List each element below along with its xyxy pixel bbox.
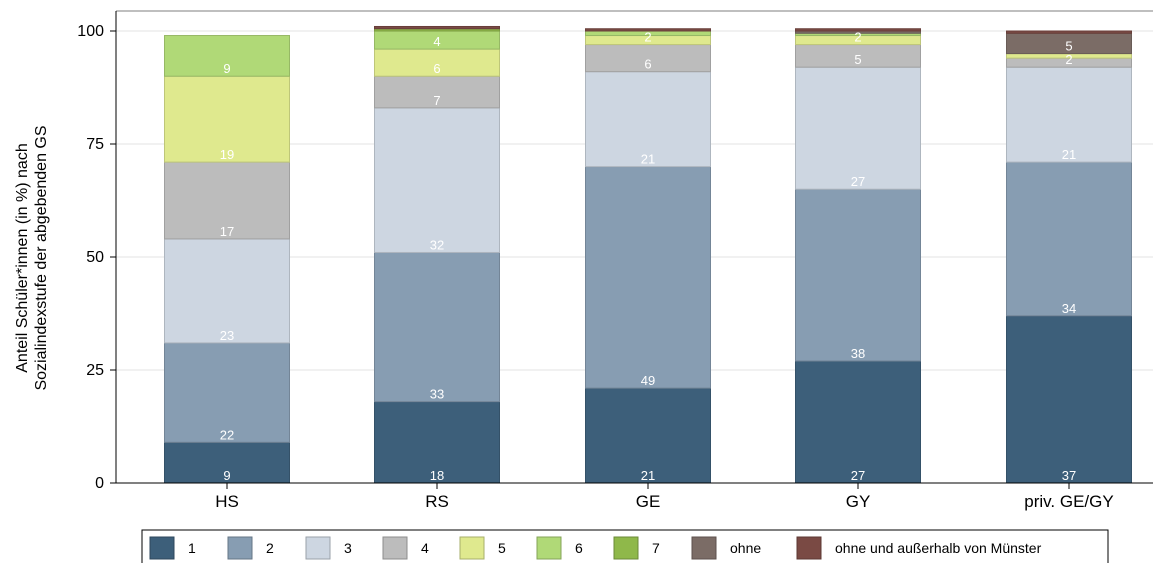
bar-segment	[795, 66, 921, 190]
legend-swatch	[536, 536, 562, 560]
y-tick-label: 50	[86, 249, 104, 266]
data-label: 6	[644, 57, 651, 72]
x-tick-label: RS	[425, 492, 449, 511]
y-axis-label-line-2: Sozialindexstufe der abgebenden GS	[33, 125, 50, 390]
bar-segment	[585, 28, 711, 32]
bar-segment	[164, 342, 290, 443]
data-label: 34	[1062, 301, 1076, 316]
data-label: 38	[851, 346, 865, 361]
x-tick-label: HS	[215, 492, 239, 511]
data-label: 27	[851, 174, 865, 189]
legend: 1 2 3 4 5 6 7 ohne ohne und außerhalb von Münste…	[141, 529, 1109, 563]
data-label: 17	[220, 224, 234, 239]
legend-swatch	[149, 536, 175, 560]
bar-segment	[585, 166, 711, 389]
data-label: 22	[220, 427, 234, 442]
bar-segment	[374, 25, 500, 30]
data-label: 6	[433, 61, 440, 76]
y-axis-label-line-1: Anteil Schüler*innen (in %) nach	[14, 143, 31, 372]
x-tick-label: GE	[636, 492, 661, 511]
legend-label: 3	[344, 540, 352, 556]
data-label: 21	[641, 468, 655, 483]
bar-segment	[1006, 66, 1132, 163]
legend-swatch	[613, 536, 639, 560]
legend-swatch	[691, 536, 717, 560]
bar-segment	[585, 387, 711, 484]
bar-segment	[795, 28, 921, 32]
bar-segment	[1006, 315, 1132, 484]
legend-label: ohne	[730, 540, 761, 556]
x-tick-label: GY	[846, 492, 871, 511]
legend-label: 2	[266, 540, 274, 556]
bar-segment	[374, 75, 500, 109]
legend-swatch	[227, 536, 253, 560]
data-label: 49	[641, 373, 655, 388]
legend-swatch	[796, 536, 822, 560]
bar-segment	[795, 360, 921, 484]
bar-segment	[585, 71, 711, 168]
data-label: 2	[1065, 52, 1072, 67]
bars-layer	[164, 25, 1132, 484]
bar-segment	[1006, 30, 1132, 34]
data-label: 27	[851, 468, 865, 483]
data-label: 5	[1065, 39, 1072, 54]
data-label: 5	[854, 52, 861, 67]
legend-label: ohne und außerhalb von Münster	[835, 540, 1042, 556]
y-tick-label: 0	[95, 475, 104, 492]
data-label: 4	[433, 34, 440, 49]
bar-segment	[164, 161, 290, 240]
y-tick-label: 75	[86, 136, 104, 153]
y-tick-label: 100	[77, 23, 104, 40]
data-label: 19	[220, 147, 234, 162]
data-label: 32	[430, 237, 444, 252]
data-label: 2	[644, 30, 651, 45]
bar-segment	[164, 238, 290, 344]
bar-segment	[1006, 161, 1132, 317]
bar-segment	[374, 251, 500, 403]
data-label: 21	[1062, 147, 1076, 162]
bar-segment	[795, 188, 921, 362]
bar-segment	[164, 441, 290, 484]
bar-segment	[164, 75, 290, 163]
bar-segment	[164, 35, 290, 77]
y-tick-label: 25	[86, 362, 104, 379]
legend-label: 7	[652, 540, 660, 556]
legend-label: 1	[188, 540, 196, 556]
data-label: 33	[430, 387, 444, 402]
data-label: 23	[220, 328, 234, 343]
data-label: 7	[433, 93, 440, 108]
legend-label: 6	[575, 540, 583, 556]
legend-swatch	[382, 536, 408, 560]
data-label: 9	[223, 468, 230, 483]
data-label: 37	[1062, 468, 1076, 483]
legend-swatch	[459, 536, 485, 560]
labels-layer: 9222317199183332764214921622738275237342…	[220, 30, 1076, 483]
data-label: 21	[641, 152, 655, 167]
bar-segment	[374, 48, 500, 77]
legend-swatch	[305, 536, 331, 560]
x-tick-label: priv. GE/GY	[1024, 492, 1113, 511]
data-label: 2	[854, 30, 861, 45]
bar-segment	[374, 401, 500, 484]
legend-label: 5	[498, 540, 506, 556]
legend-label: 4	[421, 540, 429, 556]
bar-segment	[374, 107, 500, 253]
data-label: 18	[430, 468, 444, 483]
data-label: 9	[223, 61, 230, 76]
